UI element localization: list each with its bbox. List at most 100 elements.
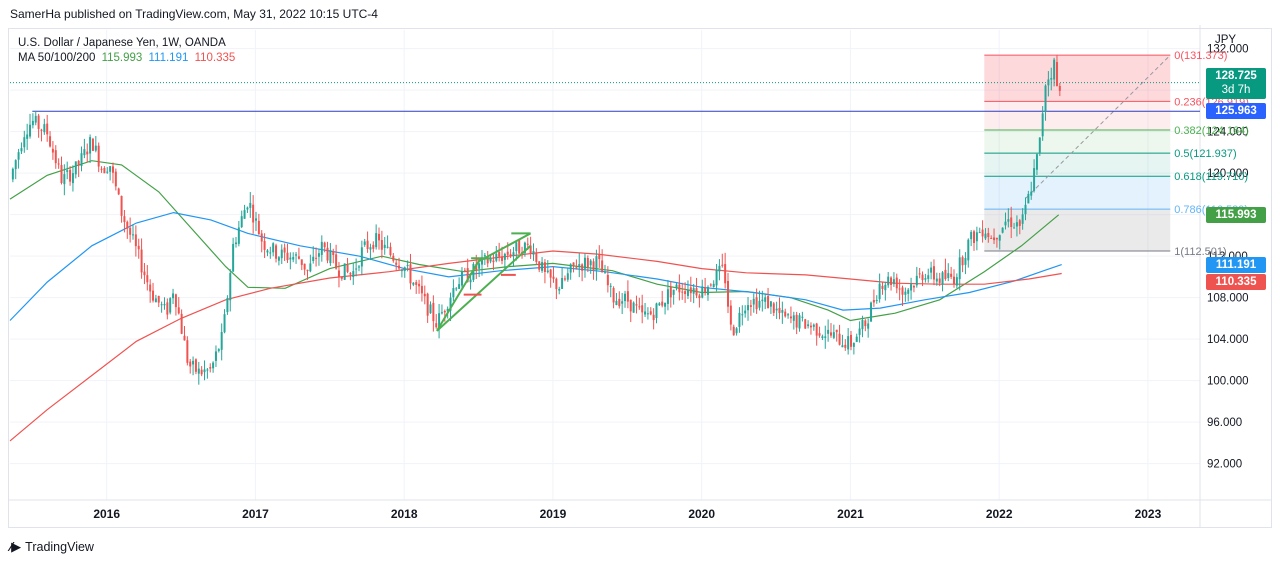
candle-body — [626, 291, 629, 302]
candle-body — [440, 312, 443, 314]
candle-body — [964, 258, 967, 265]
candle-body — [832, 332, 835, 338]
candle-body — [355, 268, 358, 270]
candle-body — [71, 173, 74, 184]
candle-body — [721, 264, 724, 266]
candle-body — [483, 255, 486, 257]
symbol-title[interactable]: U.S. Dollar / Japanese Yen, 1W, OANDA — [18, 37, 226, 49]
x-tick-label: 2020 — [688, 507, 715, 521]
candle-body — [881, 285, 884, 289]
candle-body — [154, 298, 157, 303]
candle-body — [738, 312, 741, 327]
candle-body — [1021, 214, 1024, 224]
candle-body — [229, 273, 232, 301]
candle-body — [807, 324, 810, 327]
candle-body — [1047, 79, 1050, 86]
candle-body — [26, 134, 29, 139]
candle-body — [1050, 78, 1053, 80]
candle-body — [269, 252, 272, 254]
candle-body — [337, 270, 340, 278]
candle-body — [152, 290, 155, 301]
candle-body — [801, 316, 804, 318]
fib-zone — [984, 101, 1171, 130]
candle-body — [695, 288, 698, 296]
candle-body — [666, 289, 669, 304]
candle-body — [389, 246, 392, 256]
candle-body — [606, 274, 609, 286]
candle-body — [260, 233, 263, 242]
candle-body — [761, 299, 764, 302]
candle-body — [635, 304, 638, 306]
candle-body — [512, 252, 515, 257]
currency-label: JPY — [1215, 34, 1237, 46]
candle-body — [360, 247, 363, 267]
candle-body — [149, 284, 152, 292]
candle-body — [86, 151, 89, 155]
candle-body — [664, 302, 667, 307]
candle-body — [758, 300, 761, 308]
candle-body — [169, 298, 172, 313]
candle-body — [727, 280, 730, 307]
y-tick-label: 100.000 — [1207, 376, 1249, 388]
candle-body — [649, 311, 652, 315]
candle-body — [406, 265, 409, 267]
candle-body — [861, 320, 864, 330]
published-text: SamerHa published on TradingView.com, Ma… — [10, 7, 378, 21]
candle-body — [129, 227, 132, 235]
candle-body — [446, 308, 449, 312]
candle-body — [569, 264, 572, 273]
candle-body — [864, 320, 867, 327]
candle-body — [186, 340, 189, 363]
candle-body — [1007, 219, 1010, 222]
candle-body — [646, 313, 649, 315]
candle-body — [234, 242, 237, 245]
candle-body — [340, 276, 343, 279]
x-tick-label: 2017 — [242, 507, 269, 521]
candle-body — [103, 168, 106, 174]
candle-body — [1030, 191, 1033, 196]
candle-body — [867, 323, 870, 329]
candle-body — [94, 145, 97, 151]
candle-body — [455, 288, 458, 290]
candle-body — [563, 278, 566, 280]
candle-body — [904, 291, 907, 295]
ma100-value: 111.191 — [148, 52, 189, 64]
candle-body — [552, 276, 555, 279]
candle-body — [289, 257, 292, 260]
candle-body — [506, 251, 509, 255]
candle-body — [295, 254, 298, 256]
candle-body — [561, 277, 564, 289]
candle-body — [1035, 154, 1038, 170]
candle-body — [197, 368, 200, 374]
candle-body — [910, 284, 913, 291]
candle-body — [529, 245, 532, 254]
candle-body — [987, 232, 990, 238]
candle-body — [91, 138, 94, 151]
candle-body — [566, 273, 569, 280]
candle-body — [415, 282, 418, 285]
candle-body — [409, 264, 412, 284]
footer-brand[interactable]: ⁄▶ TradingView — [10, 539, 94, 555]
candle-body — [40, 129, 43, 131]
candle-body — [712, 283, 715, 288]
x-tick-label: 2023 — [1135, 507, 1162, 521]
candle-body — [1001, 227, 1004, 233]
candle-body — [792, 315, 795, 321]
candle-body — [821, 336, 824, 339]
candle-body — [729, 305, 732, 325]
candle-body — [478, 263, 481, 269]
candle-body — [77, 160, 80, 166]
candle-body — [769, 301, 772, 307]
candle-body — [335, 254, 338, 269]
candle-body — [363, 241, 366, 245]
candle-body — [875, 299, 878, 301]
candle-body — [907, 289, 910, 294]
candle-body — [555, 278, 558, 290]
candle-body — [403, 267, 406, 271]
ma-legend-row[interactable]: MA 50/100/200 115.993 111.191 110.335 — [18, 51, 235, 66]
candle-body — [884, 284, 887, 291]
ma-line-ma50 — [9, 160, 1060, 322]
candle-body — [117, 188, 120, 195]
candle-body — [177, 307, 180, 314]
